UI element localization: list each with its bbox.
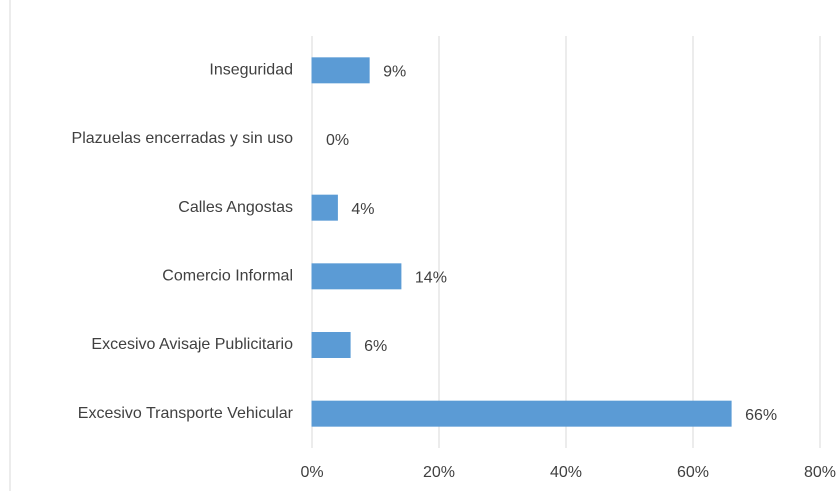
x-tick-label: 60% — [677, 464, 709, 481]
y-tick-label: Excesivo Transporte Vehicular — [78, 405, 294, 422]
bar — [311, 400, 732, 427]
bar — [311, 57, 370, 84]
data-label: 0% — [326, 132, 349, 149]
bar — [311, 332, 351, 358]
data-label: 9% — [383, 64, 406, 81]
y-tick-label: Comercio Informal — [162, 268, 293, 285]
y-tick-label: Excesivo Avisaje Publicitario — [91, 336, 293, 353]
y-tick-label: Plazuelas encerradas y sin uso — [72, 130, 294, 147]
x-tick-label: 40% — [550, 464, 582, 481]
x-tick-label: 20% — [423, 464, 455, 481]
data-label: 6% — [364, 338, 387, 355]
data-label: 4% — [351, 201, 374, 218]
bar — [311, 194, 338, 221]
x-tick-label: 0% — [300, 464, 323, 481]
data-label: 66% — [745, 407, 777, 424]
data-label: 14% — [415, 270, 447, 287]
y-tick-label: Calles Angostas — [178, 199, 293, 216]
y-tick-label: Inseguridad — [209, 62, 293, 79]
bar — [311, 263, 402, 290]
x-tick-label: 80% — [804, 464, 836, 481]
